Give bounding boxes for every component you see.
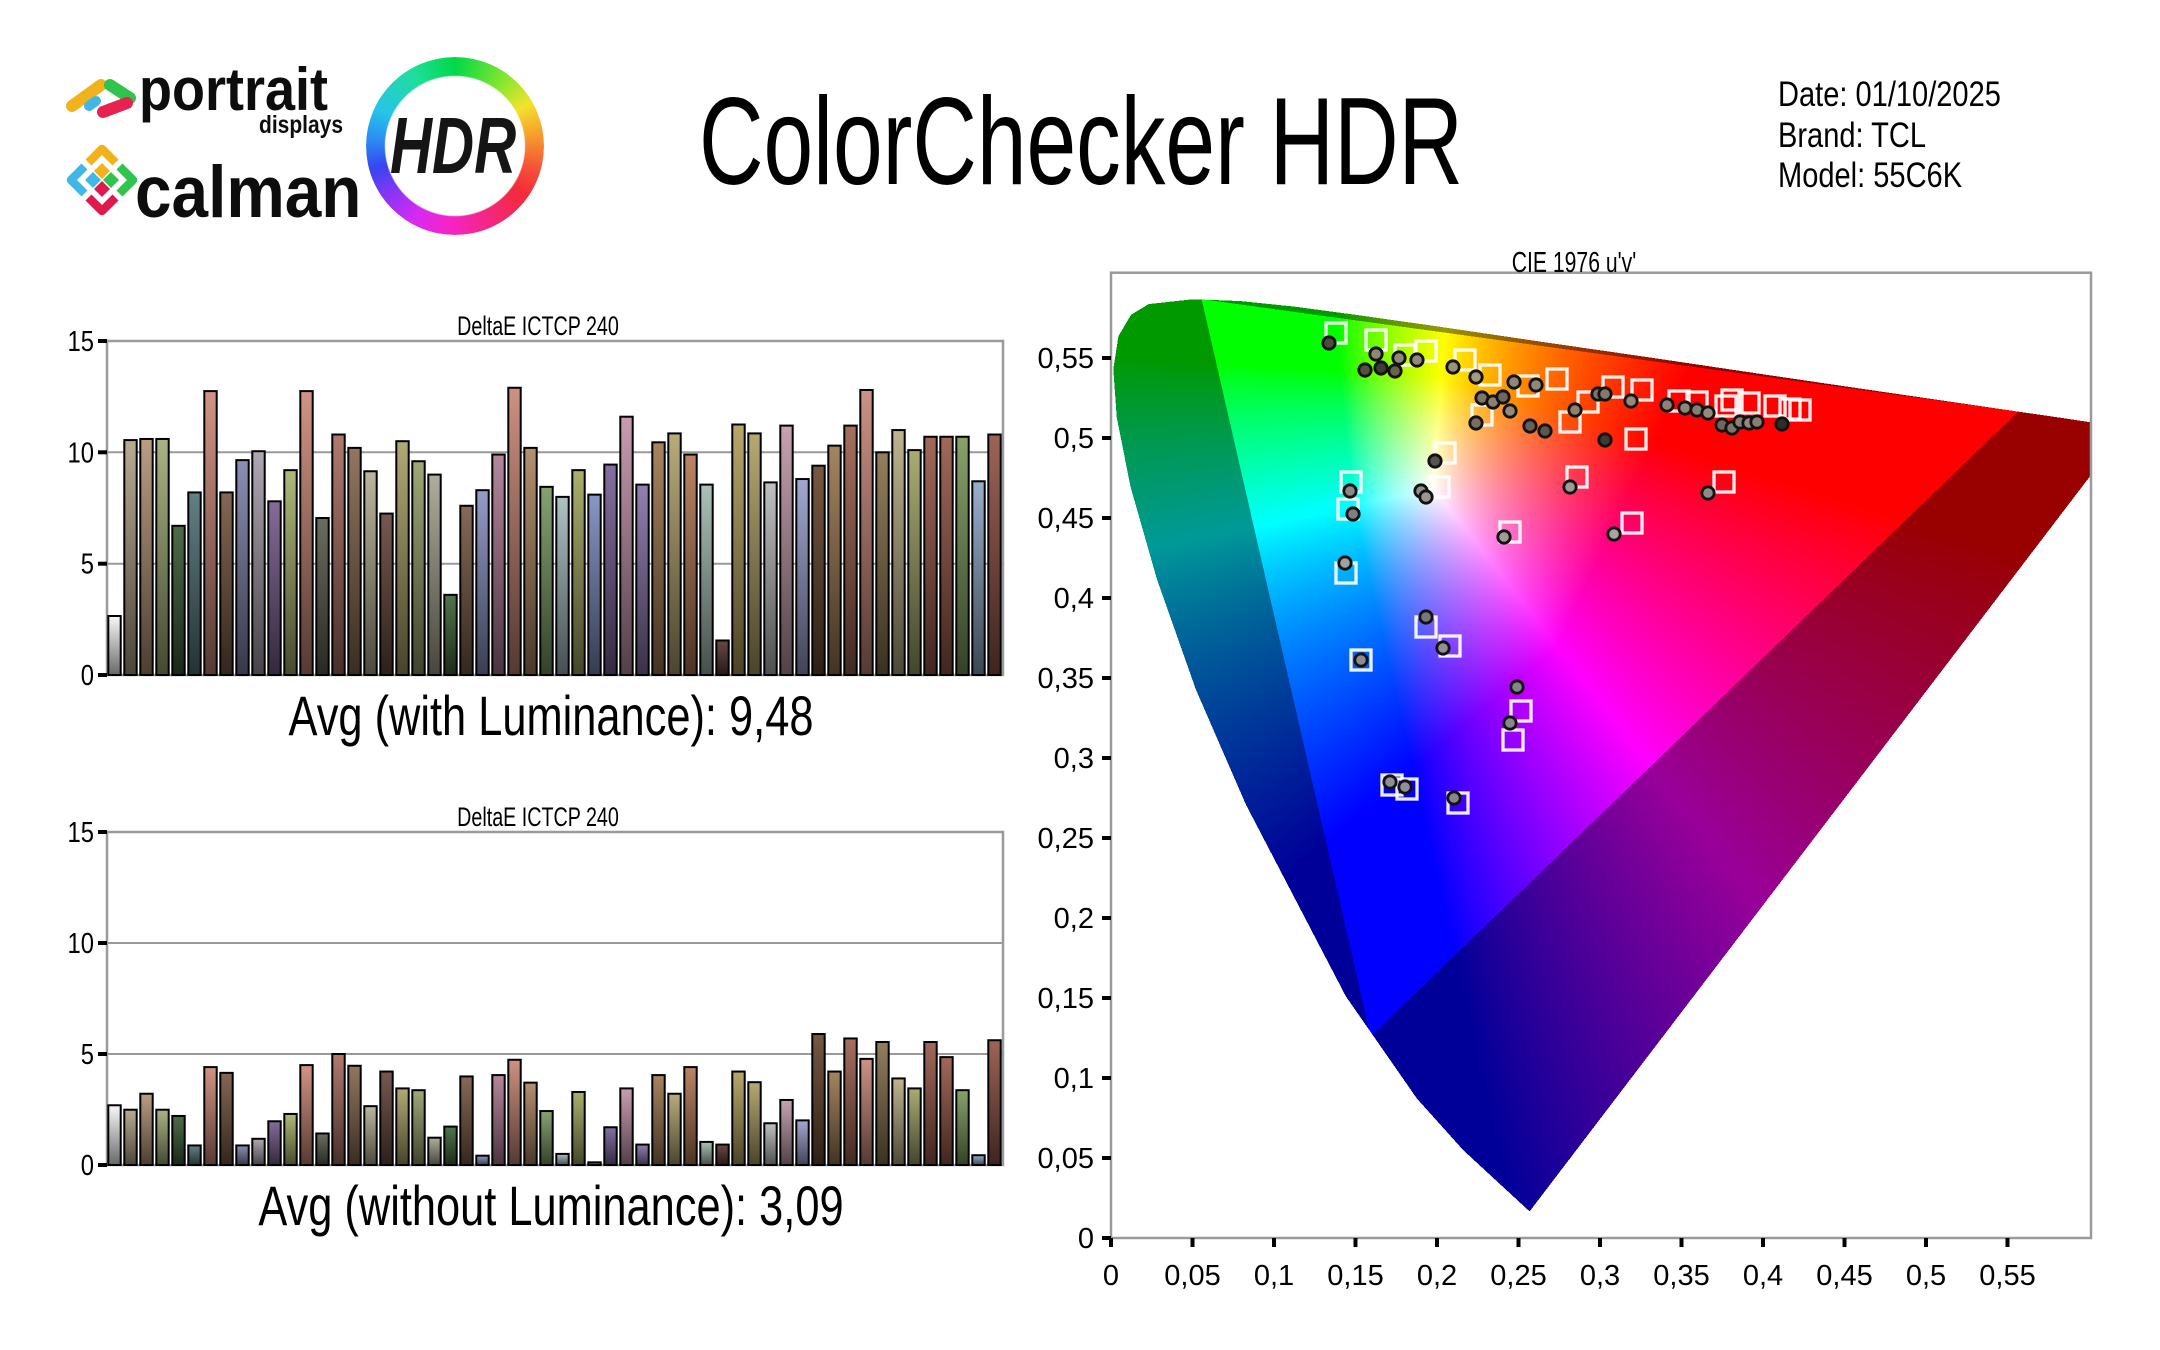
svg-text:0,05: 0,05 xyxy=(1038,1143,1094,1175)
svg-text:0,05: 0,05 xyxy=(1164,1260,1220,1292)
svg-text:Avg (with Luminance): 9,48: Avg (with Luminance): 9,48 xyxy=(289,685,814,748)
svg-text:0: 0 xyxy=(1078,1223,1094,1255)
svg-text:CIE 1976 u'v': CIE 1976 u'v' xyxy=(1512,247,1637,279)
svg-text:5: 5 xyxy=(81,1038,94,1071)
svg-text:0,55: 0,55 xyxy=(1979,1260,2035,1292)
svg-text:0,45: 0,45 xyxy=(1816,1260,1872,1292)
svg-text:0,1: 0,1 xyxy=(1054,1063,1094,1095)
svg-text:10: 10 xyxy=(68,927,94,960)
svg-text:0: 0 xyxy=(81,659,94,692)
svg-text:0,3: 0,3 xyxy=(1580,1260,1620,1292)
svg-text:15: 15 xyxy=(68,816,94,849)
svg-text:Avg (without Luminance): 3,09: Avg (without Luminance): 3,09 xyxy=(258,1175,843,1238)
svg-text:10: 10 xyxy=(68,436,94,469)
svg-text:DeltaE ICTCP 240: DeltaE ICTCP 240 xyxy=(457,312,619,342)
svg-text:0,3: 0,3 xyxy=(1054,743,1094,775)
svg-text:0,2: 0,2 xyxy=(1417,1260,1457,1292)
svg-text:0: 0 xyxy=(81,1149,94,1182)
svg-text:0,4: 0,4 xyxy=(1743,1260,1783,1292)
svg-text:0,2: 0,2 xyxy=(1054,903,1094,935)
svg-text:0,45: 0,45 xyxy=(1038,503,1094,535)
svg-text:0,35: 0,35 xyxy=(1038,663,1094,695)
svg-text:0,25: 0,25 xyxy=(1490,1260,1546,1292)
svg-text:15: 15 xyxy=(68,325,94,358)
svg-text:0,1: 0,1 xyxy=(1254,1260,1294,1292)
svg-text:0,15: 0,15 xyxy=(1038,983,1094,1015)
svg-text:DeltaE ICTCP 240: DeltaE ICTCP 240 xyxy=(457,803,619,833)
svg-text:0,5: 0,5 xyxy=(1054,423,1094,455)
svg-text:0,15: 0,15 xyxy=(1327,1260,1383,1292)
svg-text:0,4: 0,4 xyxy=(1054,583,1094,615)
svg-text:0,25: 0,25 xyxy=(1038,823,1094,855)
svg-text:0: 0 xyxy=(1103,1260,1119,1292)
svg-text:0,55: 0,55 xyxy=(1038,343,1094,375)
svg-text:0,35: 0,35 xyxy=(1653,1260,1709,1292)
svg-text:0,5: 0,5 xyxy=(1906,1260,1946,1292)
svg-text:5: 5 xyxy=(81,547,94,580)
